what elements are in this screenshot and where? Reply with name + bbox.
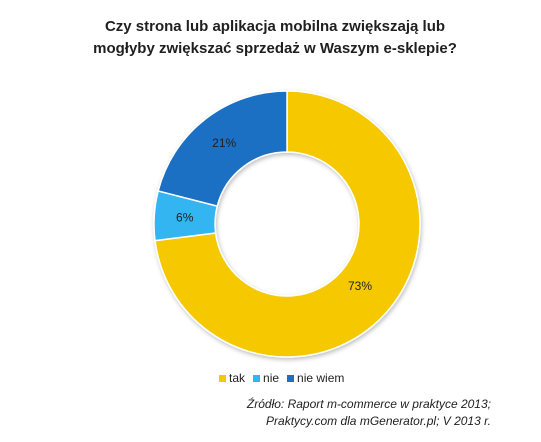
legend-swatch-tak xyxy=(219,374,226,382)
data-label-nie-wiem: 21% xyxy=(212,136,236,150)
data-label-nie: 6% xyxy=(176,211,194,225)
source-line-1: Źródło: Raport m-commerce w praktyce 201… xyxy=(246,397,491,411)
legend-label-tak: tak xyxy=(229,371,246,385)
legend-swatch-nie xyxy=(253,374,261,382)
chart-title-line-2: mogłyby zwiększać sprzedaż w Waszym e-sk… xyxy=(93,40,457,57)
source-note: Źródło: Raport m-commerce w praktyce 201… xyxy=(247,396,491,430)
chart-title: Czy strona lub aplikacja mobilna zwiększ… xyxy=(60,16,490,60)
legend-item-nie: nie xyxy=(253,371,279,385)
legend-label-nie: nie xyxy=(263,371,280,385)
slice-nie-wiem xyxy=(157,90,288,208)
slice-tak xyxy=(154,90,421,358)
legend-swatch-nie-wiem xyxy=(287,374,295,382)
chart-title-line-1: Czy strona lub aplikacja mobilna zwiększ… xyxy=(104,18,446,35)
source-line-2: Praktycy.com dla mGenerator.pl; V 2013 r… xyxy=(266,414,491,428)
data-label-tak: 73% xyxy=(348,279,372,293)
legend-item-tak: tak xyxy=(219,371,245,385)
legend-item-nie-wiem: nie wiem xyxy=(287,371,344,385)
legend-label-nie-wiem: nie wiem xyxy=(297,371,345,385)
legend: tak nie nie wiem xyxy=(219,371,352,385)
